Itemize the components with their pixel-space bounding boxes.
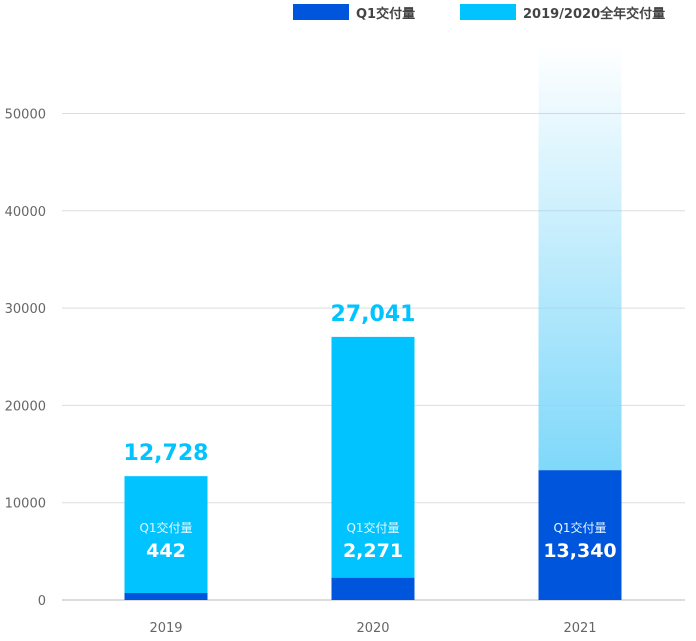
bar-q1-2020 (331, 577, 415, 600)
legend-label-full-year: 2019/2020全年交付量 (523, 6, 665, 22)
y-tick-label: 40000 (5, 205, 46, 220)
q1-value-label: 2,271 (343, 540, 403, 562)
q1-value-label: 442 (146, 540, 186, 562)
bar-q1-2021 (538, 470, 622, 600)
x-tick-label: 2021 (563, 621, 596, 636)
total-label: 27,041 (331, 302, 416, 327)
q1-inner-label: Q1交付量 (139, 520, 192, 535)
legend-label-q1: Q1交付量 (356, 6, 415, 22)
q1-inner-label: Q1交付量 (346, 520, 399, 535)
q1-inner-label: Q1交付量 (553, 520, 606, 535)
legend-swatch-full-year (460, 4, 516, 20)
bar-projected-2021 (538, 45, 622, 471)
total-label: 12,728 (124, 441, 209, 466)
y-tick-label: 20000 (5, 399, 46, 414)
x-tick-label: 2019 (149, 621, 182, 636)
y-tick-label: 50000 (5, 108, 46, 123)
y-tick-label: 30000 (5, 302, 46, 317)
legend-swatch-q1 (293, 4, 349, 20)
bar-total-2019 (124, 476, 208, 600)
bar-total-2020 (331, 336, 415, 600)
bar-q1-2019 (124, 593, 208, 600)
q1-value-label: 13,340 (543, 540, 616, 562)
y-tick-label: 0 (38, 594, 46, 609)
y-tick-label: 10000 (5, 497, 46, 512)
x-tick-label: 2020 (356, 621, 389, 636)
